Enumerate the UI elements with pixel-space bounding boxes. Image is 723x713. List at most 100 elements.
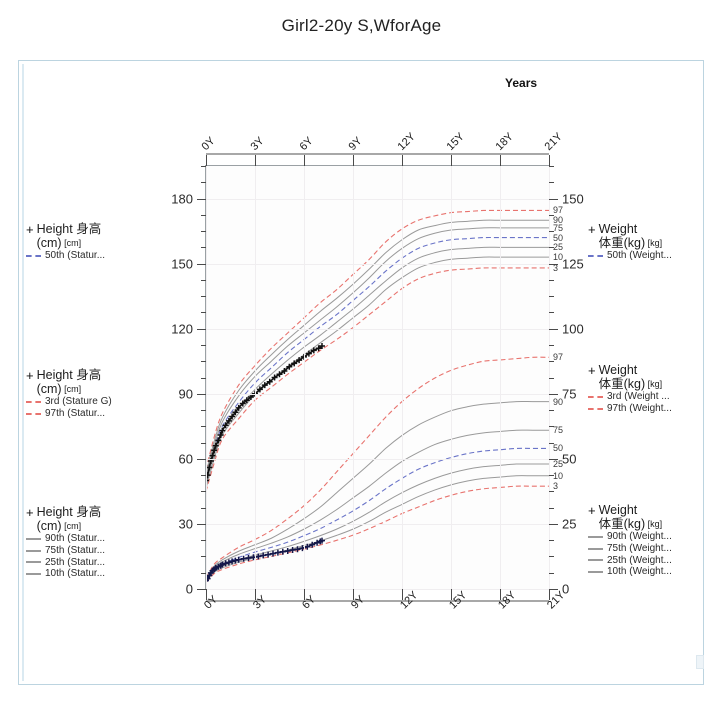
legend-item[interactable]: 75th (Weight... [588, 543, 708, 555]
legend-item[interactable]: 25th (Weight... [588, 555, 708, 567]
tick-right-minor [549, 572, 554, 574]
data-point-marker [240, 555, 247, 562]
data-point-marker [260, 552, 267, 559]
tick-right-minor [549, 361, 554, 363]
tick-x-bottom [451, 589, 452, 600]
tick-left-major [197, 523, 206, 525]
tick-x-bottom [206, 589, 207, 600]
gridline-horizontal [206, 328, 549, 330]
percentile-curve [206, 447, 549, 581]
legend-item-label: 10th (Weight... [607, 566, 672, 578]
tick-right-major [549, 458, 558, 460]
tick-x-top [451, 155, 452, 166]
tick-right-minor [549, 442, 554, 444]
data-point-marker [209, 452, 216, 459]
legend-item[interactable]: 3rd (Weight ... [588, 391, 708, 403]
legend-item-label: 90th (Statur... [45, 533, 106, 544]
tick-right-minor [549, 166, 554, 167]
tick-x-bottom [549, 589, 550, 600]
tick-x-top [549, 155, 550, 166]
plus-marker-icon: + [588, 222, 596, 237]
y-axis-left-label: 30 [178, 516, 193, 532]
legend-item[interactable]: 90th (Weight... [588, 531, 708, 543]
gridline-vertical [402, 166, 403, 589]
tick-left-minor [201, 361, 206, 363]
data-point-marker [315, 345, 322, 352]
data-point-marker [219, 427, 226, 434]
legend-swatch-icon [588, 254, 603, 257]
legend-item[interactable]: 97th (Weight... [588, 403, 708, 415]
legend-item[interactable]: 50th (Weight... [588, 250, 708, 262]
y-axis-right-label: 75 [562, 386, 577, 402]
tick-left-minor [201, 279, 206, 281]
tick-left-minor [201, 344, 206, 346]
tick-left-minor [201, 296, 206, 298]
data-point-marker [239, 400, 246, 407]
tick-right-major [549, 263, 558, 265]
gridline-horizontal [206, 198, 549, 200]
legend-item-label: 75th (Statur... [45, 544, 106, 556]
data-point-marker [206, 464, 213, 471]
legend-header: + Height 身高 (cm) [cm] [26, 368, 144, 396]
tick-left-minor [201, 475, 206, 477]
percentile-curve [206, 475, 549, 583]
data-point-marker [235, 556, 242, 563]
tick-right-minor [549, 312, 554, 314]
legend-item[interactable]: 3rd (Stature G) [26, 396, 144, 408]
plus-marker-icon: + [588, 363, 596, 378]
tick-left-minor [201, 410, 206, 412]
legend-item[interactable]: 90th (Statur... [26, 533, 144, 545]
legend-item[interactable]: 10th (Statur... [26, 568, 144, 580]
percentile-curve [206, 227, 549, 477]
legend-group-right: + Weight 体重(kg) [kg] 90th (Weight... 75th (W… [588, 503, 708, 578]
data-point-marker [286, 363, 293, 370]
legend-item[interactable]: 97th (Statur... [26, 408, 144, 420]
percentile-end-label: 3 [553, 481, 559, 492]
tick-left-minor [201, 507, 206, 509]
percentile-end-label: 10 [553, 252, 564, 263]
legend-measure-name: Weight [598, 222, 638, 236]
data-point-marker [309, 541, 316, 548]
tick-left-minor [201, 182, 206, 184]
x-axis-rail-bottom [206, 600, 549, 602]
data-point-marker [255, 553, 262, 560]
data-point-marker [256, 386, 263, 393]
legend-measure-unit: (cm) [cm] [36, 236, 82, 250]
tick-x-top [353, 155, 354, 166]
legend-measure-name: Height 身高 [36, 222, 102, 236]
data-point-marker [232, 557, 239, 564]
gridline-horizontal [206, 458, 549, 460]
legend-swatch-icon [26, 573, 41, 576]
data-point-marker [229, 558, 236, 565]
tick-right-major [549, 523, 558, 525]
gridline-horizontal [206, 263, 549, 265]
legend-item-label: 97th (Statur... [45, 407, 106, 419]
data-point-marker [206, 477, 209, 484]
tick-right-minor [549, 296, 554, 298]
data-point-marker [305, 350, 312, 357]
legend-item[interactable]: 10th (Weight... [588, 566, 708, 578]
data-point-marker [261, 382, 268, 389]
legend-measure-name: Height 身高 [36, 368, 102, 382]
tick-x-top [206, 155, 207, 166]
tick-x-bottom [353, 589, 354, 600]
percentile-end-label: 25 [553, 242, 564, 253]
tick-x-top [500, 155, 501, 166]
legend-swatch-icon [588, 407, 603, 410]
data-point-marker [289, 547, 296, 553]
percentile-curve [206, 463, 549, 582]
legend-swatch-icon [26, 254, 41, 257]
legend-item[interactable]: 25th (Statur... [26, 557, 144, 569]
tick-left-major [197, 328, 206, 330]
percentile-curve [206, 429, 549, 580]
x-axis-caption: Years [505, 76, 538, 90]
tick-left-major [197, 198, 206, 200]
footer-marker [696, 655, 704, 669]
tick-right-major [549, 589, 558, 590]
data-point-marker [276, 371, 283, 378]
legend-item[interactable]: 50th (Statur... [26, 250, 144, 262]
legend-item[interactable]: 75th (Statur... [26, 545, 144, 557]
gridline-horizontal [206, 589, 549, 590]
legend-header: + Weight 体重(kg) [kg] [588, 222, 708, 250]
gridline-vertical [255, 166, 256, 589]
